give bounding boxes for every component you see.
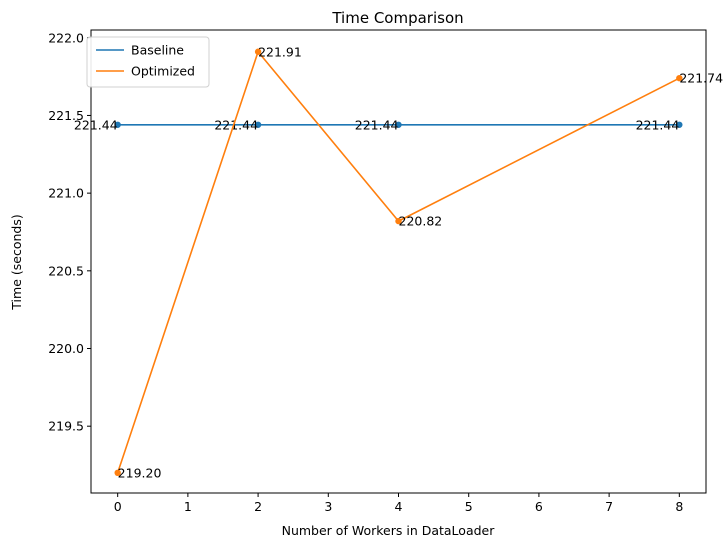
- x-axis: 0 1 2 3 4 5 6 7 8: [114, 493, 683, 514]
- optimized-data-label: 220.82: [399, 214, 443, 229]
- x-tick-label: 5: [465, 499, 473, 514]
- legend: Baseline Optimized: [86, 36, 210, 88]
- baseline-point: [676, 121, 683, 128]
- baseline-point: [395, 121, 402, 128]
- optimized-point: [254, 48, 262, 55]
- y-axis-label: Time (seconds): [9, 214, 24, 310]
- baseline-data-label: 221.44: [636, 117, 680, 132]
- optimized-point: [676, 74, 683, 82]
- x-tick-label: 6: [535, 499, 543, 514]
- baseline-data-label: 221.44: [74, 117, 118, 132]
- data-layer: 221.44 221.44 221.44 221.44 219.20 221.91 220.…: [74, 44, 723, 480]
- x-tick-label: 2: [254, 499, 262, 514]
- optimized-legend-label: Optimized: [131, 64, 195, 79]
- optimized-line: [116, 50, 680, 474]
- x-axis-label: Number of Workers in DataLoader: [282, 523, 496, 538]
- x-tick-label: 0: [114, 499, 122, 514]
- x-tick-label: 4: [395, 499, 403, 514]
- chart-title: Time Comparison: [331, 9, 463, 27]
- y-axis: 219.5 220.0 220.5 221.0 221.5 222.0: [48, 30, 91, 434]
- optimized-data-label: 221.91: [258, 44, 302, 59]
- y-tick-label: 219.5: [48, 419, 84, 434]
- y-tick-label: 220.0: [48, 341, 84, 356]
- optimized-point: [114, 469, 121, 477]
- y-tick-label: 222.0: [48, 30, 84, 45]
- x-tick-label: 7: [605, 499, 613, 514]
- baseline-point: [254, 121, 262, 128]
- optimized-data-label: 221.74: [679, 71, 723, 86]
- x-tick-label: 8: [675, 499, 683, 514]
- optimized-point: [395, 217, 402, 225]
- y-tick-label: 221.5: [48, 108, 84, 123]
- optimized-data-label: 219.20: [118, 465, 162, 480]
- baseline-data-label: 221.44: [355, 117, 399, 132]
- baseline-data-label: 221.44: [214, 117, 258, 132]
- y-tick-label: 220.5: [48, 263, 84, 278]
- baseline-legend-label: Baseline: [131, 43, 184, 58]
- baseline-point: [114, 121, 121, 128]
- x-tick-label: 3: [324, 499, 332, 514]
- y-tick-label: 221.0: [48, 186, 84, 201]
- x-tick-label: 1: [184, 499, 192, 514]
